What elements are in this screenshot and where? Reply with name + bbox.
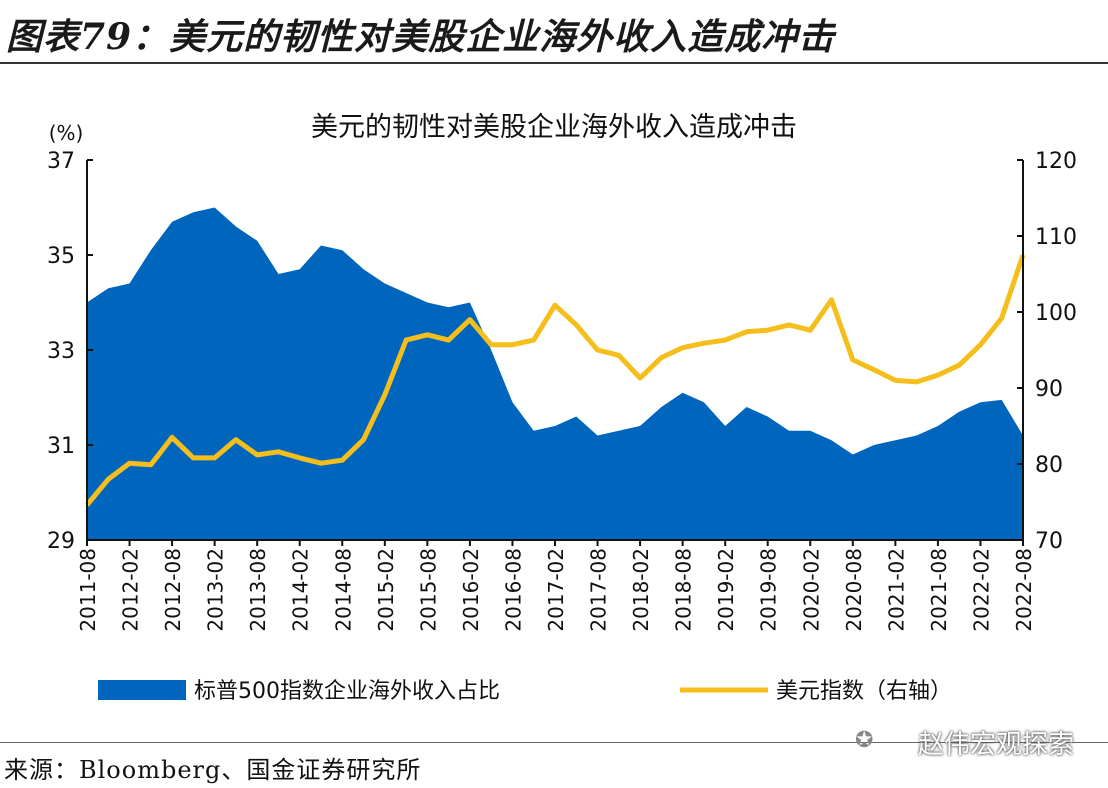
- x-tick-label: 2021-02: [884, 548, 908, 632]
- x-tick-label: 2018-02: [629, 548, 653, 632]
- legend-label-area: 标普500指数企业海外收入占比: [194, 679, 500, 704]
- x-tick-label: 2013-08: [246, 548, 270, 632]
- x-tick-label: 2013-02: [204, 548, 228, 632]
- x-tick-label: 2021-08: [927, 548, 951, 632]
- series-area-overseas-revenue-share: [87, 207, 1023, 540]
- right-tick-label: 80: [1035, 453, 1063, 478]
- right-tick-label: 90: [1035, 377, 1063, 402]
- x-tick-label: 2015-08: [416, 548, 440, 632]
- chart-title: 美元的韧性对美股企业海外收入造成冲击: [311, 112, 797, 143]
- x-tick-label: 2012-08: [161, 548, 185, 632]
- legend-swatch-area: [98, 680, 186, 700]
- right-tick-label: 70: [1035, 529, 1063, 554]
- x-tick-label: 2015-02: [374, 548, 398, 632]
- right-tick-label: 100: [1035, 301, 1077, 326]
- legend-label-line: 美元指数（右轴）: [776, 679, 952, 704]
- x-tick-label: 2016-02: [459, 548, 483, 632]
- x-tick-label: 2020-08: [842, 548, 866, 632]
- watermark: 赵伟宏观探索: [917, 730, 1074, 760]
- x-tick-label: 2016-08: [501, 548, 525, 632]
- left-tick-label: 31: [47, 434, 75, 459]
- source-note: 来源：Bloomberg、国金证券研究所: [4, 756, 422, 784]
- legend: 标普500指数企业海外收入占比 美元指数（右轴）: [98, 679, 952, 704]
- x-tick-label: 2014-02: [289, 548, 313, 632]
- left-axis-unit: (%): [49, 121, 84, 145]
- figure-title: 图表79：美元的韧性对美股企业海外收入造成冲击: [6, 16, 836, 58]
- x-tick-label: 2011-08: [76, 548, 100, 632]
- x-tick-label: 2022-08: [1012, 548, 1036, 632]
- x-tick-label: 2020-02: [799, 548, 823, 632]
- x-tick-label: 2014-08: [331, 548, 355, 632]
- source-divider: [0, 742, 1108, 743]
- left-tick-label: 29: [47, 529, 75, 554]
- x-tick-label: 2019-08: [757, 548, 781, 632]
- x-tick-label: 2018-08: [672, 548, 696, 632]
- x-tick-label: 2022-02: [969, 548, 993, 632]
- x-tick-label: 2019-02: [714, 548, 738, 632]
- left-tick-label: 35: [47, 244, 75, 269]
- title-divider: [0, 62, 1108, 64]
- chart: 美元的韧性对美股企业海外收入造成冲击 (%) 29 31 33 35 37 70 80 90 1…: [47, 112, 1077, 704]
- x-tick-label: 2017-02: [544, 548, 568, 632]
- left-tick-label: 37: [47, 149, 75, 174]
- x-tick-label: 2017-08: [587, 548, 611, 632]
- wechat-icon: ✪: [855, 728, 874, 753]
- series-line-dollar-index: [85, 254, 1026, 507]
- left-tick-label: 33: [47, 339, 75, 364]
- right-tick-label: 110: [1035, 225, 1077, 250]
- right-tick-label: 120: [1035, 149, 1077, 174]
- x-tick-label: 2012-02: [119, 548, 143, 632]
